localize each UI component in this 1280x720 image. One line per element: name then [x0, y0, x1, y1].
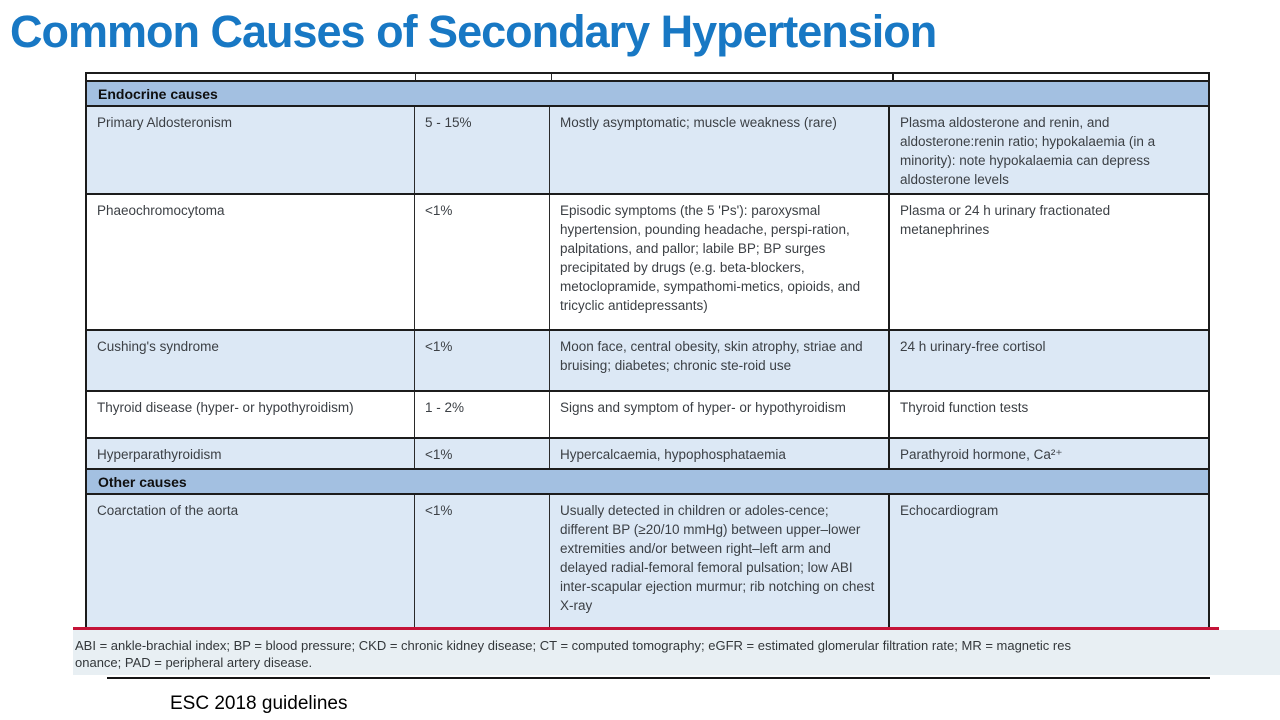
- features-cell: Mostly asymptomatic; muscle weakness (ra…: [550, 107, 890, 193]
- source-credit: ESC 2018 guidelines: [170, 693, 348, 714]
- features-cell: Usually detected in children or adoles-c…: [550, 495, 890, 633]
- abbreviations-line-1: ABI = ankle-brachial index; BP = blood p…: [75, 638, 1071, 653]
- cause-cell: Primary Aldosteronism: [87, 107, 415, 193]
- table-row-hyperparathyroidism: Hyperparathyroidism <1% Hypercalcaemia, …: [87, 439, 1208, 470]
- tests-cell: Echocardiogram: [890, 495, 1208, 633]
- table-row-coarctation-of-aorta: Coarctation of the aorta <1% Usually det…: [87, 495, 1208, 633]
- table-row-phaeochromocytoma: Phaeochromocytoma <1% Episodic symptoms …: [87, 195, 1208, 331]
- tests-cell: Plasma or 24 h urinary fractionated meta…: [890, 195, 1208, 329]
- prevalence-cell: 1 - 2%: [415, 392, 550, 437]
- tests-cell: Thyroid function tests: [890, 392, 1208, 437]
- cause-cell: Coarctation of the aorta: [87, 495, 415, 633]
- tests-cell: Plasma aldosterone and renin, and aldost…: [890, 107, 1208, 193]
- abbreviations-line-2: onance; PAD = peripheral artery disease.: [75, 655, 313, 670]
- page-title: Common Causes of Secondary Hypertension: [10, 6, 937, 57]
- prevalence-cell: 5 - 15%: [415, 107, 550, 193]
- bottom-rule: [107, 677, 1210, 679]
- cause-cell: Phaeochromocytoma: [87, 195, 415, 329]
- cause-cell: Cushing's syndrome: [87, 331, 415, 390]
- section-header-endocrine-causes: Endocrine causes: [87, 82, 1208, 107]
- table-row-cushings-syndrome: Cushing's syndrome <1% Moon face, centra…: [87, 331, 1208, 392]
- table-cropped-top-row: [87, 74, 1208, 82]
- tests-cell: Parathyroid hormone, Ca²⁺: [890, 439, 1208, 468]
- features-cell: Signs and symptom of hyper- or hypothyro…: [550, 392, 890, 437]
- tests-cell: 24 h urinary-free cortisol: [890, 331, 1208, 390]
- table-row-primary-aldosteronism: Primary Aldosteronism 5 - 15% Mostly asy…: [87, 107, 1208, 195]
- table-row-thyroid-disease: Thyroid disease (hyper- or hypothyroidis…: [87, 392, 1208, 439]
- features-cell: Episodic symptoms (the 5 'Ps'): paroxysm…: [550, 195, 890, 329]
- section-header-other-causes: Other causes: [87, 470, 1208, 495]
- secondary-hypertension-table: Endocrine causes Primary Aldosteronism 5…: [85, 72, 1210, 635]
- features-cell: Moon face, central obesity, skin atrophy…: [550, 331, 890, 390]
- red-divider-line: [73, 627, 1219, 630]
- abbreviations-footnote: ABI = ankle-brachial index; BP = blood p…: [73, 630, 1280, 675]
- prevalence-cell: <1%: [415, 195, 550, 329]
- features-cell: Hypercalcaemia, hypophosphataemia: [550, 439, 890, 468]
- cause-cell: Thyroid disease (hyper- or hypothyroidis…: [87, 392, 415, 437]
- prevalence-cell: <1%: [415, 439, 550, 468]
- cause-cell: Hyperparathyroidism: [87, 439, 415, 468]
- prevalence-cell: <1%: [415, 495, 550, 633]
- prevalence-cell: <1%: [415, 331, 550, 390]
